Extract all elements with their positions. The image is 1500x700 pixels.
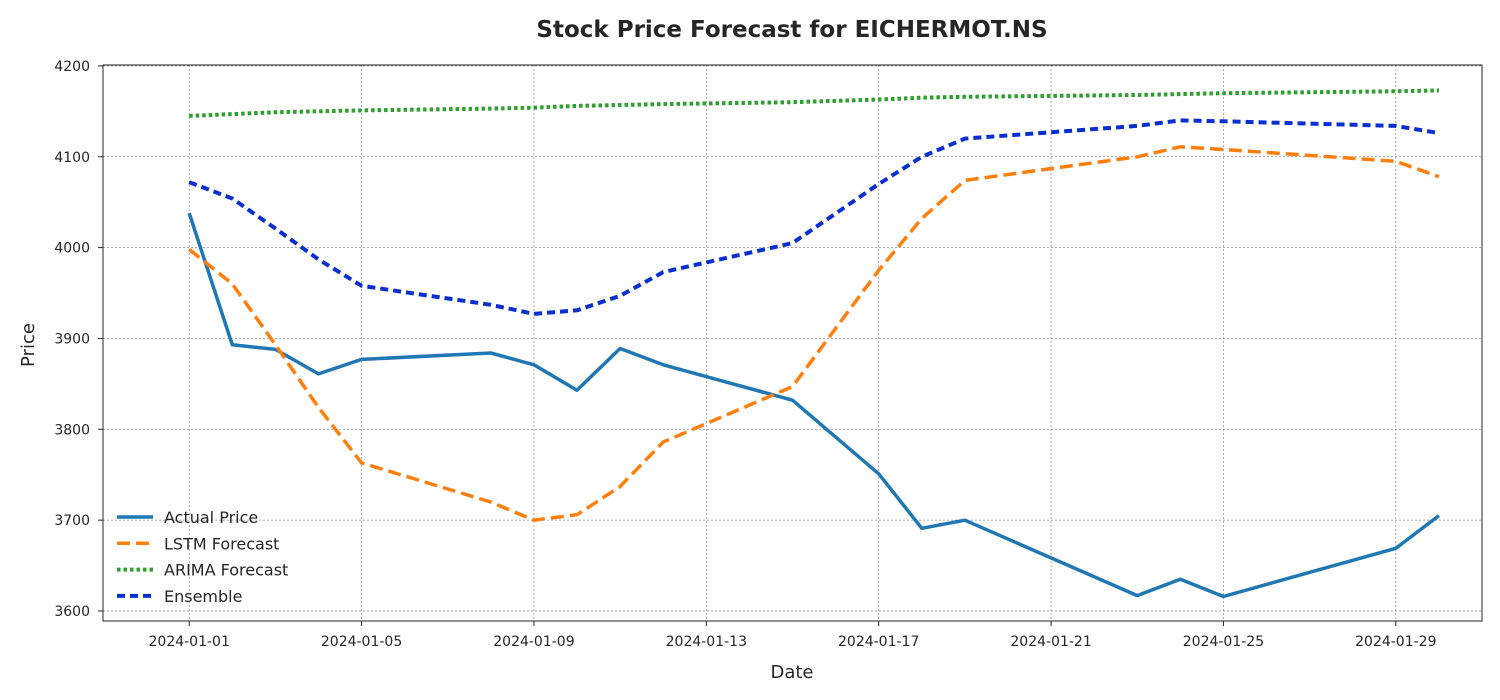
- series-line-arima-forecast: [189, 88, 1439, 118]
- series-line-actual-price: [187, 212, 1440, 599]
- legend-label-lstm-forecast: LSTM Forecast: [164, 534, 279, 553]
- y-tick-label: 3600: [54, 604, 90, 620]
- legend-label-actual-price: Actual Price: [164, 508, 258, 527]
- legend: Actual Price LSTM Forecast ARIMA Forecast E…: [117, 508, 288, 606]
- x-tick-label: 2024-01-01: [149, 634, 230, 650]
- x-tick-label: 2024-01-25: [1183, 634, 1264, 650]
- series-line-ensemble: [188, 118, 1440, 316]
- y-tick-label: 4100: [54, 150, 90, 166]
- x-tick-label: 2024-01-17: [838, 634, 919, 650]
- x-axis-ticks: 2024-01-01 2024-01-05 2024-01-09 2024-01-13…: [149, 621, 1437, 650]
- series-line-lstm-forecast: [188, 145, 1440, 522]
- x-tick-label: 2024-01-29: [1355, 634, 1436, 650]
- plot-frame: [102, 64, 1483, 622]
- x-tick-label: 2024-01-09: [493, 634, 574, 650]
- legend-label-arima-forecast: ARIMA Forecast: [164, 561, 288, 580]
- y-tick-label: 3700: [54, 513, 90, 529]
- y-tick-label: 3900: [54, 331, 90, 347]
- legend-label-ensemble: Ensemble: [164, 587, 242, 606]
- x-tick-label: 2024-01-13: [666, 634, 747, 650]
- y-tick-label: 4200: [54, 59, 90, 75]
- x-tick-label: 2024-01-21: [1010, 634, 1091, 650]
- chart-title: Stock Price Forecast for EICHERMOT.NS: [536, 17, 1047, 43]
- x-axis-label: Date: [770, 662, 813, 683]
- y-tick-label: 4000: [54, 241, 90, 257]
- series-layer: [187, 88, 1440, 599]
- y-axis-label: Price: [18, 323, 39, 367]
- x-tick-label: 2024-01-05: [321, 634, 402, 650]
- y-tick-label: 3800: [54, 422, 90, 438]
- y-axis-ticks: 3600 3700 3800 3900 4000 4100 4200: [54, 59, 103, 620]
- grid: [103, 65, 1482, 621]
